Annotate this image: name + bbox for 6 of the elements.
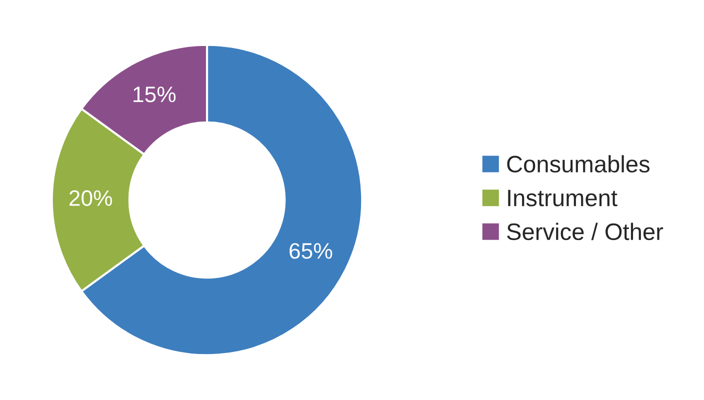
legend-label: Instrument bbox=[508, 190, 618, 206]
data-label: 65% bbox=[290, 243, 332, 259]
legend-label: Consumables bbox=[507, 155, 650, 173]
legend-label: Service / Other bbox=[507, 222, 664, 240]
data-label: 15% bbox=[134, 86, 176, 102]
data-label: 20% bbox=[69, 190, 112, 206]
